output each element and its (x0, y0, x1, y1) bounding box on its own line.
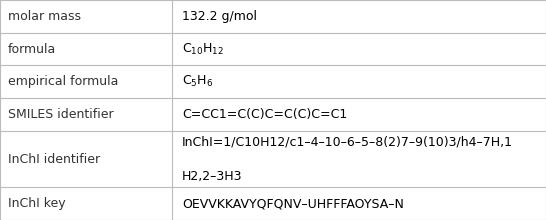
Text: formula: formula (8, 43, 56, 56)
Text: 132.2 g/mol: 132.2 g/mol (182, 10, 257, 23)
Text: InChI identifier: InChI identifier (8, 153, 100, 166)
Text: InChI=1/C10H12/c1–4–10–6–5–8(2)7–9(10)3/h4–7H,1: InChI=1/C10H12/c1–4–10–6–5–8(2)7–9(10)3/… (182, 136, 513, 149)
Text: SMILES identifier: SMILES identifier (8, 108, 114, 121)
Text: C$_{5}$H$_{6}$: C$_{5}$H$_{6}$ (182, 74, 213, 89)
Text: H2,2–3H3: H2,2–3H3 (182, 169, 242, 183)
Text: C$_{10}$H$_{12}$: C$_{10}$H$_{12}$ (182, 42, 224, 57)
Text: InChI key: InChI key (8, 197, 66, 210)
Text: OEVVKKAVYQFQNV–UHFFFAOYSA–N: OEVVKKAVYQFQNV–UHFFFAOYSA–N (182, 197, 403, 210)
Text: empirical formula: empirical formula (8, 75, 118, 88)
Text: molar mass: molar mass (8, 10, 81, 23)
Text: C=CC1=C(C)C=C(C)C=C1: C=CC1=C(C)C=C(C)C=C1 (182, 108, 347, 121)
